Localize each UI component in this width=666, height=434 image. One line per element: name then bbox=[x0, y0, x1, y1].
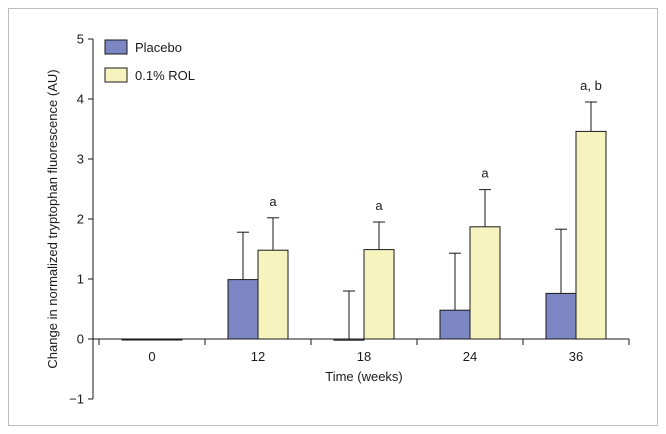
legend: Placebo 0.1% ROL bbox=[104, 39, 195, 83]
y-tick-label: −1 bbox=[69, 392, 84, 407]
y-tick-label: 1 bbox=[77, 272, 84, 287]
bar-rol bbox=[363, 249, 395, 340]
x-tick-label: 36 bbox=[569, 349, 583, 364]
y-tick-label: 2 bbox=[77, 212, 84, 227]
y-tick-label: 5 bbox=[77, 32, 84, 47]
x-tick-label: 18 bbox=[357, 349, 371, 364]
bars: a a a a, b bbox=[121, 78, 607, 341]
figure-frame: −1 0 1 2 3 4 5 0 12 18 24 36 a a a a, b Placebo 0.1% RO… bbox=[8, 8, 658, 426]
significance-label: a bbox=[269, 194, 277, 209]
bar-placebo bbox=[439, 309, 471, 340]
y-tick-label: 0 bbox=[77, 332, 84, 347]
legend-swatch bbox=[104, 39, 128, 55]
bar-placebo bbox=[227, 279, 259, 340]
x-tick-label: 12 bbox=[251, 349, 265, 364]
y-axis-title: Change in normalized tryptophan fluoresc… bbox=[45, 69, 60, 368]
x-axis-title: Time (weeks) bbox=[325, 369, 403, 384]
bar-placebo bbox=[545, 292, 577, 340]
y-tick-label: 4 bbox=[77, 92, 84, 107]
x-tick-label: 0 bbox=[148, 349, 155, 364]
bar-rol bbox=[257, 249, 289, 340]
bar-rol bbox=[469, 226, 501, 340]
legend-swatch bbox=[104, 67, 128, 83]
bar-rol bbox=[575, 130, 607, 340]
significance-label: a bbox=[481, 166, 489, 181]
legend-label: 0.1% ROL bbox=[135, 68, 195, 83]
y-tick-label: 3 bbox=[77, 152, 84, 167]
significance-label: a bbox=[375, 198, 383, 213]
significance-label: a, b bbox=[580, 78, 602, 93]
bar-rol bbox=[151, 338, 183, 341]
x-tick-label: 24 bbox=[463, 349, 477, 364]
legend-label: Placebo bbox=[135, 40, 182, 55]
bar-placebo bbox=[121, 338, 153, 341]
